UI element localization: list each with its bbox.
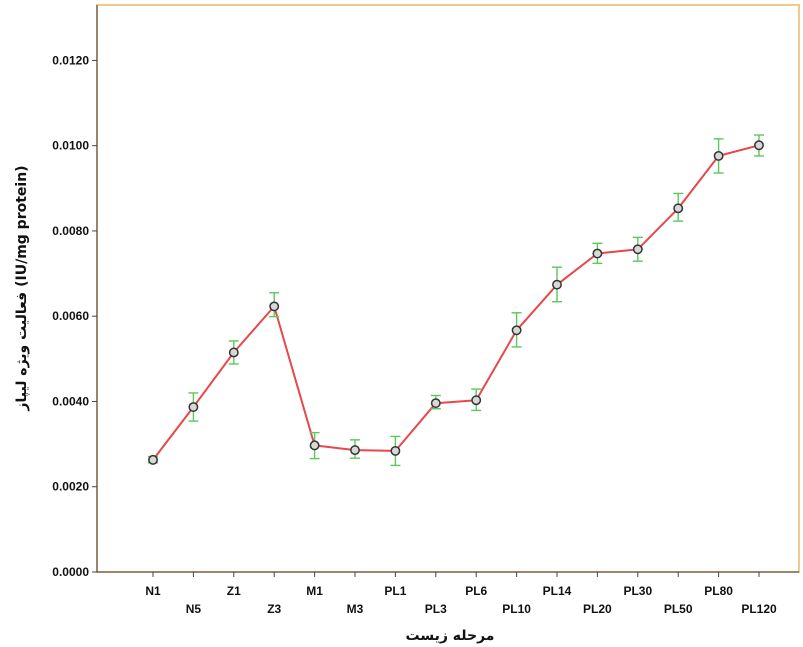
data-point (309, 440, 320, 451)
data-point (188, 402, 199, 412)
x-tick-label: N1 (145, 584, 161, 598)
y-axis: 0.0000 0.0020 0.0040 0.0060 0.0080 0.0100 0.01… (52, 5, 98, 579)
data-point (430, 398, 441, 409)
y-tick-label: 0.0100 (52, 139, 89, 153)
x-axis-title: مرحله زیست (406, 628, 495, 644)
data-point (471, 395, 482, 406)
data-point (592, 248, 603, 259)
data-point (269, 301, 280, 312)
data-point (350, 445, 360, 456)
x-tick-label: PL30 (623, 584, 652, 598)
x-tick-label: N5 (186, 602, 202, 616)
data-point (673, 203, 684, 214)
x-tick-label: PL6 (465, 584, 487, 598)
x-tick-label: PL3 (425, 602, 447, 616)
x-tick-label: PL20 (583, 602, 612, 616)
x-tick-label: Z3 (267, 602, 281, 616)
x-tick-label: PL80 (704, 584, 733, 598)
data-point (713, 150, 724, 161)
y-tick-label: 0.0040 (52, 394, 89, 408)
y-tick-label: 0.0020 (52, 480, 89, 494)
x-axis: N1 N5 Z1 Z3 M1 M3 PL1 PL3 PL6 PL10 PL14 PL20 PL30 PL5… (97, 571, 799, 616)
data-point (148, 454, 158, 465)
x-tick-label: M3 (347, 602, 364, 616)
x-tick-label: PL50 (664, 602, 693, 616)
plot-frame (96, 4, 800, 573)
y-tick-label: 0.0080 (52, 224, 89, 238)
series-line (152, 144, 760, 461)
series (148, 134, 764, 467)
data-point (632, 244, 643, 255)
y-tick-label: 0.0060 (52, 309, 89, 323)
x-tick-label: PL10 (502, 602, 531, 616)
data-point (754, 140, 764, 151)
y-axis-title: فعالیت ویژه لیپاز (IU/mg protein) (14, 165, 30, 411)
y-tick-label: 0.0120 (52, 53, 89, 67)
x-tick-label: PL1 (384, 584, 406, 598)
data-point (228, 347, 239, 358)
data-point (390, 445, 401, 456)
x-tick-label: PL14 (543, 584, 572, 598)
data-point (552, 279, 562, 290)
x-tick-label: Z1 (227, 584, 241, 598)
x-tick-label: PL120 (741, 602, 777, 616)
data-point (511, 325, 522, 336)
y-tick-label: 0.0000 (52, 565, 89, 579)
x-tick-label: M1 (306, 584, 323, 598)
